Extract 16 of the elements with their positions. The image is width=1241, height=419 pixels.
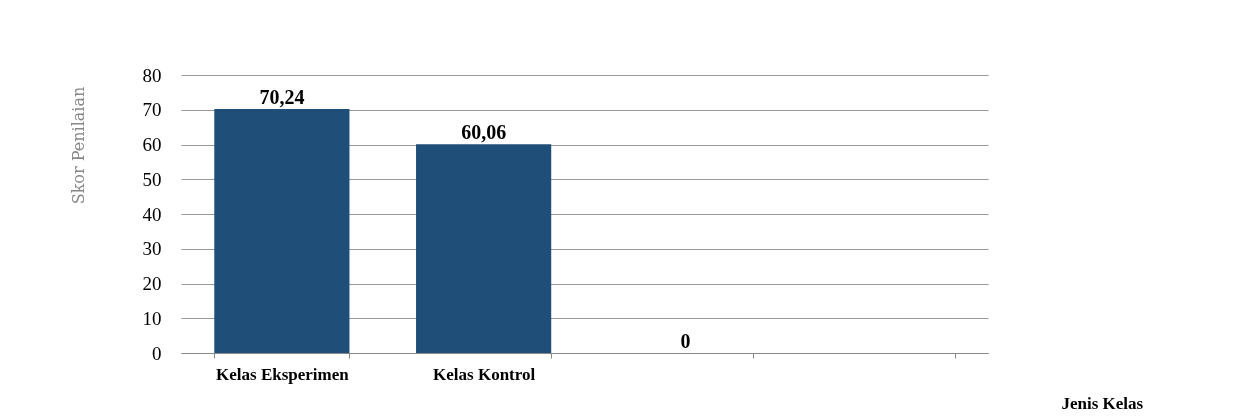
y-tick-label: 70	[142, 99, 162, 121]
y-tick-label: 80	[142, 64, 162, 86]
y-tick-label: 30	[142, 238, 162, 260]
x-axis-title: Jenis Kelas	[1061, 393, 1144, 413]
y-tick-label: 0	[152, 342, 162, 364]
y-tick-label: 60	[142, 134, 162, 155]
y-tick-label: 50	[142, 168, 162, 190]
x-tick-label: Kelas Eksperimen	[216, 364, 350, 384]
data-label: 70,24	[259, 85, 305, 108]
y-tick-label: 20	[142, 273, 162, 294]
y-tick-label: 40	[142, 203, 162, 225]
y-axis-title: Skor Penilaian	[68, 86, 88, 205]
data-label: 0	[680, 330, 691, 352]
x-tick-label: Kelas Kontrol	[433, 364, 536, 384]
data-label: 60,06	[461, 121, 507, 144]
y-tick-label: 10	[142, 307, 162, 329]
